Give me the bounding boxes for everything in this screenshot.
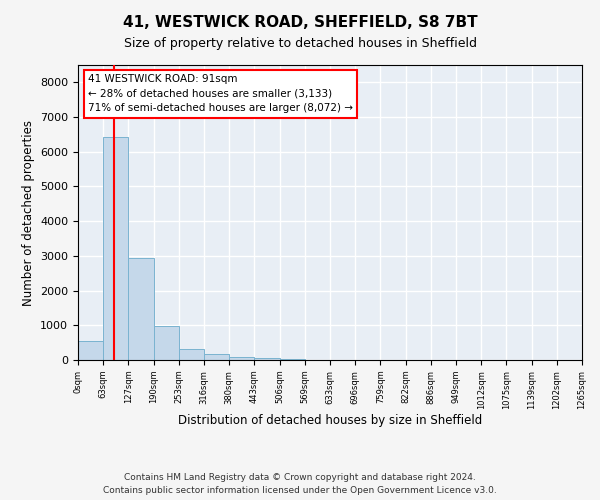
Bar (179, 348, 204, 360)
Y-axis label: Number of detached properties: Number of detached properties (22, 120, 35, 306)
Text: 41 WESTWICK ROAD: 91sqm
← 28% of detached houses are smaller (3,133)
71% of semi: 41 WESTWICK ROAD: 91sqm ← 28% of detache… (88, 74, 353, 114)
Bar (154, 326, 179, 360)
X-axis label: Distribution of detached houses by size in Sheffield: Distribution of detached houses by size … (178, 414, 482, 428)
Bar (204, 354, 229, 360)
Bar (128, 258, 154, 360)
Text: 41, WESTWICK ROAD, SHEFFIELD, S8 7BT: 41, WESTWICK ROAD, SHEFFIELD, S8 7BT (122, 15, 478, 30)
Bar (229, 356, 254, 360)
Bar (78, 341, 103, 360)
Text: Size of property relative to detached houses in Sheffield: Size of property relative to detached ho… (124, 38, 476, 51)
Bar (254, 358, 280, 360)
Bar (103, 137, 128, 360)
Text: Contains HM Land Registry data © Crown copyright and database right 2024.
Contai: Contains HM Land Registry data © Crown c… (103, 474, 497, 495)
